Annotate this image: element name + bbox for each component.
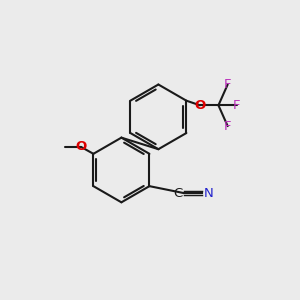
Text: F: F xyxy=(224,78,231,91)
Text: C: C xyxy=(173,187,183,200)
Text: F: F xyxy=(224,120,231,133)
Text: N: N xyxy=(203,187,213,200)
Text: F: F xyxy=(233,99,241,112)
Text: O: O xyxy=(75,140,87,153)
Text: O: O xyxy=(194,99,206,112)
